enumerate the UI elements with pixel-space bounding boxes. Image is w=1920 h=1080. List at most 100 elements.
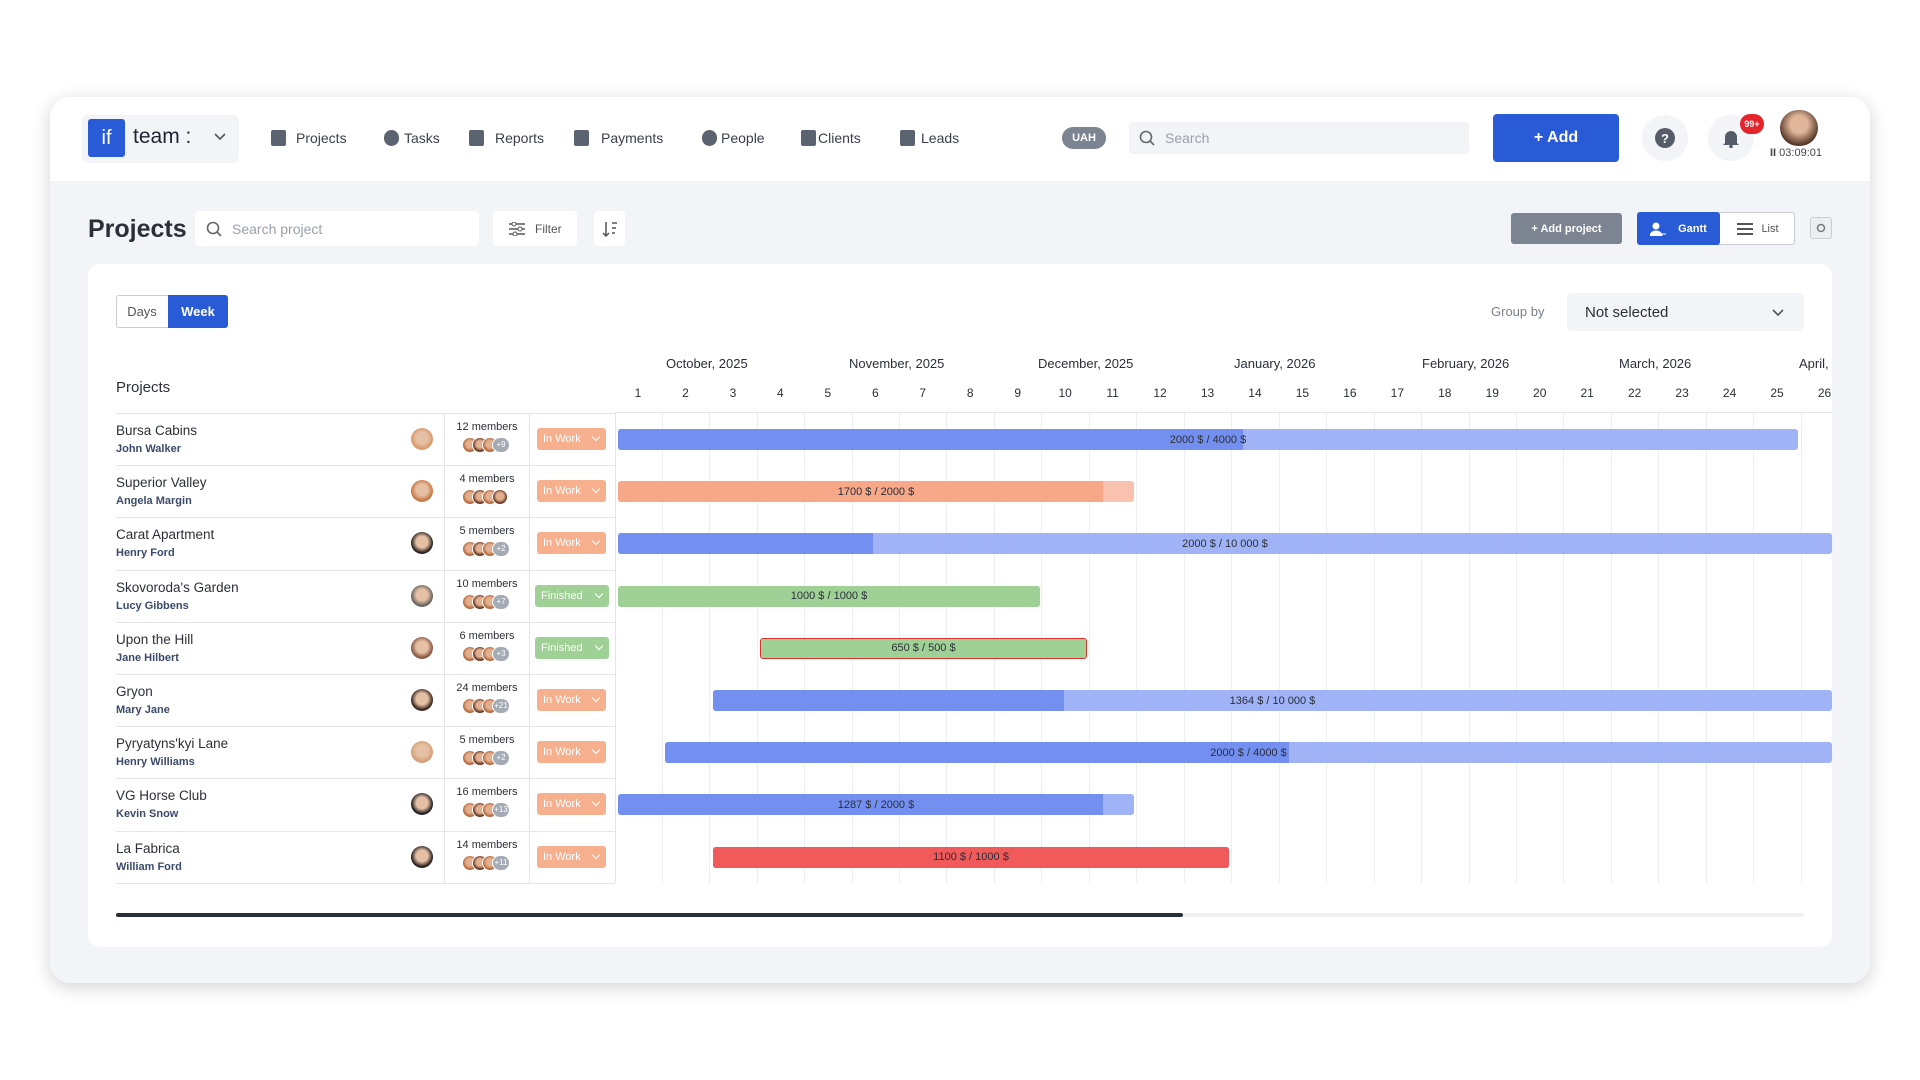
members-count: 5 members <box>459 525 515 538</box>
week-grid-line <box>1658 413 1660 883</box>
row-divider <box>116 621 615 623</box>
week-label: 25 <box>1770 386 1784 400</box>
add-button[interactable]: + Add <box>1493 114 1619 162</box>
project-name[interactable]: Upon the Hill <box>116 631 194 647</box>
status-label: Finished <box>541 589 583 602</box>
status-label: In Work <box>543 485 581 498</box>
week-label: 9 <box>1014 386 1022 400</box>
workspace-name: team : <box>133 125 192 148</box>
week-grid-line <box>1753 413 1755 883</box>
month-label: December, 2025 <box>1038 356 1134 371</box>
status-badge[interactable]: In Work <box>537 532 606 555</box>
project-search[interactable]: Search project <box>195 211 479 246</box>
project-manager: Henry Williams <box>116 756 195 769</box>
project-name[interactable]: La Fabrica <box>116 840 180 856</box>
status-badge[interactable]: In Work <box>537 793 606 816</box>
sort-button[interactable] <box>594 211 625 246</box>
month-label: March, 2026 <box>1619 356 1692 371</box>
week-label: 24 <box>1722 386 1737 400</box>
gantt-bar[interactable]: 1000 $ / 1000 $ <box>618 585 1040 607</box>
gantt-label: Gantt <box>1678 222 1707 235</box>
scroll-thumb[interactable] <box>116 913 1183 917</box>
notification-badge: 99+ <box>1740 114 1764 134</box>
gantt-bar[interactable]: 1700 $ / 2000 $ <box>618 481 1134 503</box>
help-button[interactable]: ? <box>1642 115 1688 161</box>
status-badge[interactable]: In Work <box>537 428 606 450</box>
project-name[interactable]: Carat Apartment <box>116 527 215 543</box>
nav-item[interactable]: Projects <box>296 130 347 146</box>
status-badge[interactable]: In Work <box>537 480 606 503</box>
members-extra: +2 <box>492 750 510 767</box>
search-icon <box>1139 130 1155 146</box>
gantt-bar[interactable]: 1364 $ / 10 000 $ <box>713 690 1832 711</box>
project-name[interactable]: Gryon <box>116 684 153 699</box>
add-project-button[interactable]: + Add project <box>1511 213 1622 244</box>
week-label: 7 <box>919 386 927 400</box>
global-search[interactable]: Search <box>1129 122 1469 154</box>
gantt-bar[interactable]: 2000 $ / 10 000 $ <box>618 533 1832 555</box>
month-label: January, 2026 <box>1234 356 1316 371</box>
gantt-bar[interactable]: 1287 $ / 2000 $ <box>618 794 1134 816</box>
settings-icon <box>1816 223 1826 233</box>
nav-item[interactable]: Tasks <box>404 130 440 146</box>
status-label: In Work <box>543 798 581 811</box>
week-grid-line <box>1468 413 1470 883</box>
status-badge[interactable]: In Work <box>537 741 606 764</box>
nav-icon <box>801 130 816 146</box>
group-by-select[interactable]: Not selected <box>1567 293 1804 331</box>
days-button[interactable]: Days <box>127 304 157 319</box>
status-label: In Work <box>543 433 581 445</box>
status-chevron <box>591 693 601 703</box>
member-avatar <box>492 489 508 506</box>
gantt-bar[interactable]: 2000 $ / 4000 $ <box>665 742 1832 764</box>
gantt-bar[interactable]: 650 $ / 500 $ <box>760 637 1087 659</box>
status-badge[interactable]: In Work <box>537 845 606 868</box>
month-label: November, 2025 <box>849 356 945 371</box>
bar-label: 650 $ / 500 $ <box>891 642 956 655</box>
week-grid-line <box>756 413 758 883</box>
week-grid-line <box>1088 413 1090 883</box>
nav-item[interactable]: Leads <box>921 130 960 146</box>
status-label: In Work <box>543 694 581 706</box>
members-count: 12 members <box>456 421 518 433</box>
project-name[interactable]: VG Horse Club <box>116 788 207 804</box>
project-manager: Mary Jane <box>116 704 170 716</box>
bell-icon <box>1723 131 1739 148</box>
week-label: 14 <box>1248 386 1262 400</box>
list-view-button[interactable]: List <box>1721 212 1795 245</box>
bar-progress <box>618 481 1103 503</box>
members-extra: +13 <box>492 802 510 819</box>
bar-label: 1364 $ / 10 000 $ <box>1229 694 1316 707</box>
status-label: In Work <box>543 537 581 550</box>
currency-pill[interactable]: UAH <box>1062 127 1106 149</box>
status-chevron <box>594 641 604 651</box>
nav-item[interactable]: Payments <box>601 130 664 146</box>
week-grid-line <box>709 413 711 883</box>
project-name[interactable]: Superior Valley <box>116 475 207 491</box>
status-badge[interactable]: In Work <box>537 689 606 711</box>
manager-avatar <box>411 845 433 868</box>
week-button[interactable]: Week <box>168 295 228 328</box>
nav-item[interactable]: Clients <box>818 130 861 146</box>
week-label: 18 <box>1438 386 1452 400</box>
members-count: 24 members <box>456 682 518 694</box>
gantt-view-button[interactable]: Gantt <box>1637 212 1720 245</box>
project-name[interactable]: Bursa Cabins <box>116 423 198 438</box>
week-label: 26 <box>1817 386 1832 400</box>
status-badge[interactable]: Finished <box>535 636 609 659</box>
group-by-label: Group by <box>1491 304 1545 319</box>
status-label: Finished <box>541 641 583 654</box>
nav-item[interactable]: People <box>721 130 765 146</box>
nav-item[interactable]: Reports <box>495 130 545 146</box>
filter-button[interactable]: Filter <box>493 211 577 246</box>
gantt-bar[interactable]: 2000 $ / 4000 $ <box>618 429 1798 450</box>
manager-avatar <box>411 636 433 659</box>
project-manager: Jane Hilbert <box>116 651 179 664</box>
project-name[interactable]: Skovoroda's Garden <box>116 579 239 595</box>
gantt-bar[interactable]: 1100 $ / 1000 $ <box>713 846 1229 868</box>
status-badge[interactable]: Finished <box>535 584 609 607</box>
settings-button[interactable] <box>1810 217 1832 239</box>
user-avatar[interactable] <box>1780 110 1818 146</box>
project-name[interactable]: Pyryatyns'kyi Lane <box>116 736 229 752</box>
week-grid-line <box>1373 413 1375 883</box>
